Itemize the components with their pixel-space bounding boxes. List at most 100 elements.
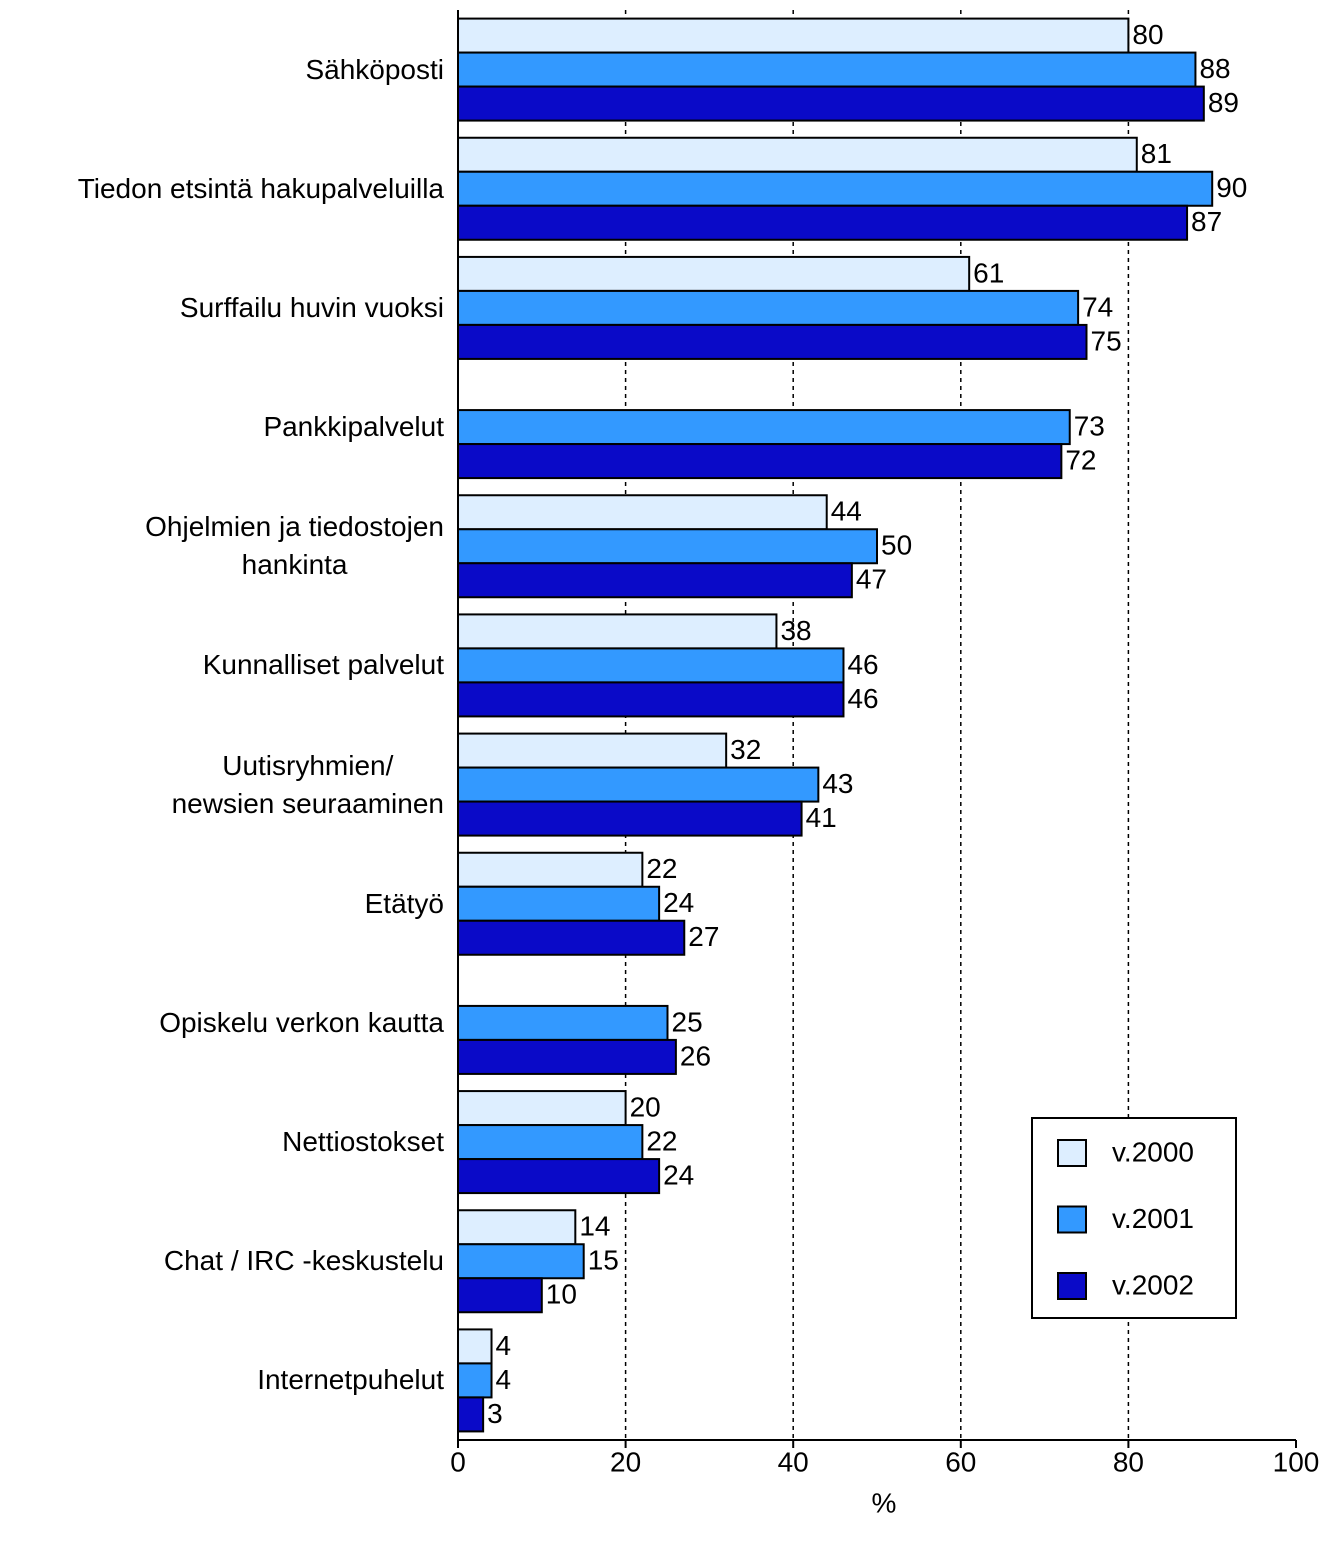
bar [457, 1328, 493, 1365]
y-tick-label: Kunnalliset palvelut [202, 649, 444, 681]
bar [457, 1158, 661, 1195]
y-tick-label: Internetpuhelut [257, 1364, 444, 1396]
legend-swatch [1057, 1139, 1087, 1167]
value-label: 15 [588, 1245, 619, 1276]
legend-label: v.2001 [1112, 1203, 1194, 1234]
bar [457, 562, 853, 599]
bar [457, 1090, 627, 1127]
bar [457, 255, 971, 292]
value-label: 47 [856, 564, 887, 595]
bar [457, 1243, 585, 1280]
x-axis-label: % [872, 1487, 897, 1518]
bar [457, 732, 728, 769]
bar [457, 17, 1130, 54]
value-label: 75 [1091, 325, 1122, 356]
category-label-box: Ohjelmien ja tiedostojen hankinta [145, 491, 444, 601]
bar [457, 136, 1138, 173]
value-label: 14 [579, 1211, 610, 1242]
bar [457, 1362, 493, 1399]
category-label-box: Sähköposti [305, 15, 444, 125]
value-label: 44 [831, 496, 862, 527]
bar [457, 1038, 677, 1075]
legend-label: v.2000 [1112, 1136, 1194, 1167]
bar [457, 494, 828, 531]
bar [457, 1004, 669, 1041]
bar [457, 681, 845, 718]
category-label-box: Chat / IRC -keskustelu [164, 1206, 444, 1316]
category-label-box: Pankkipalvelut [263, 372, 444, 482]
bar [457, 647, 845, 684]
value-label: 24 [663, 887, 694, 918]
legend-label: v.2002 [1112, 1269, 1194, 1300]
category-label-box: Tiedon etsintä hakupalveluilla [78, 134, 444, 244]
bar [457, 51, 1197, 88]
y-tick-label: Sähköposti [305, 53, 444, 85]
category-label-box: Opiskelu verkon kautta [159, 968, 444, 1078]
value-label: 80 [1132, 19, 1163, 50]
value-label: 81 [1141, 138, 1172, 169]
bar [457, 204, 1189, 241]
legend-swatch [1057, 1272, 1087, 1300]
y-tick-label: Nettiostokset [282, 1126, 444, 1158]
y-tick-label: Etätyö [364, 887, 444, 919]
bar [457, 885, 661, 922]
bar [457, 1124, 644, 1161]
value-label: 4 [496, 1364, 512, 1395]
value-label: 4 [496, 1330, 512, 1361]
value-label: 46 [847, 683, 878, 714]
bar [457, 323, 1088, 360]
x-tick-label: 60 [945, 1446, 976, 1477]
value-label: 32 [730, 734, 761, 765]
value-label: 72 [1065, 444, 1096, 475]
value-label: 10 [546, 1279, 577, 1310]
value-label: 89 [1208, 87, 1239, 118]
value-label: 90 [1216, 172, 1247, 203]
legend: v.2000 v.2001 v.2002 [1031, 1117, 1237, 1319]
value-label: 26 [680, 1040, 711, 1071]
value-label: 43 [822, 768, 853, 799]
value-label: 41 [806, 802, 837, 833]
value-label: 3 [487, 1398, 503, 1429]
value-label: 61 [973, 257, 1004, 288]
bar [457, 613, 778, 650]
y-tick-label: Opiskelu verkon kautta [159, 1006, 444, 1038]
y-tick-label: Surffailu huvin vuoksi [179, 291, 444, 323]
bar [457, 289, 1080, 326]
value-label: 27 [688, 921, 719, 952]
x-tick-label: 0 [450, 1446, 466, 1477]
value-label: 20 [630, 1091, 661, 1122]
y-tick-label: Tiedon etsintä hakupalveluilla [77, 172, 444, 204]
x-tick-label: 40 [778, 1446, 809, 1477]
value-label: 24 [663, 1159, 694, 1190]
value-label: 25 [672, 1006, 703, 1037]
bar [457, 409, 1071, 446]
x-tick-label: 20 [610, 1446, 641, 1477]
value-label: 88 [1199, 53, 1230, 84]
value-label: 87 [1191, 206, 1222, 237]
bar [457, 800, 803, 837]
y-tick-label: Pankkipalvelut [263, 411, 444, 443]
category-label-box: Uutisryhmien/ newsien seuraaminen [172, 730, 444, 840]
value-label: 22 [646, 1125, 677, 1156]
category-label-box: Etätyö [365, 849, 444, 959]
category-label-box: Internetpuhelut [257, 1325, 444, 1435]
value-label: 22 [646, 853, 677, 884]
bar [457, 528, 878, 565]
x-tick-label: 80 [1113, 1446, 1144, 1477]
bar [457, 1396, 485, 1433]
y-tick-label: Ohjelmien ja tiedostojen hankinta [145, 511, 444, 581]
bar [457, 851, 644, 888]
legend-swatch [1057, 1205, 1087, 1234]
x-tick-label: 100 [1273, 1446, 1320, 1477]
bar [457, 766, 820, 803]
bar [457, 1209, 577, 1246]
y-tick-label: Chat / IRC -keskustelu [163, 1245, 444, 1277]
value-label: 38 [780, 615, 811, 646]
bar [457, 170, 1214, 207]
bar [457, 443, 1063, 480]
value-label: 50 [881, 530, 912, 561]
category-label-box: Surffailu huvin vuoksi [180, 253, 444, 363]
value-label: 73 [1074, 410, 1105, 441]
bar [457, 85, 1205, 122]
y-tick-label: Uutisryhmien/ newsien seuraaminen [171, 749, 444, 819]
